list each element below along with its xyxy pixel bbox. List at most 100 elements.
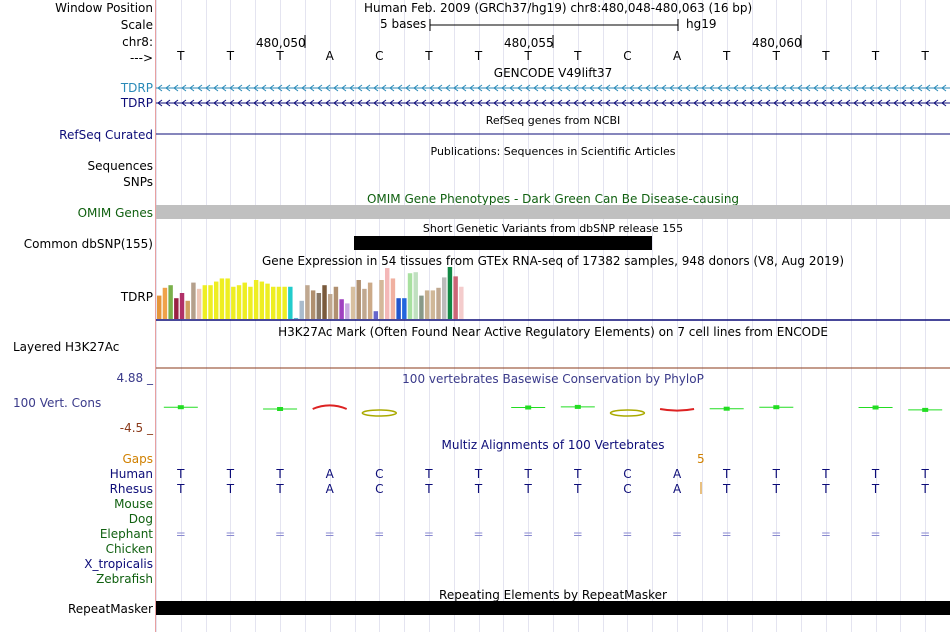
rhesus-base: C xyxy=(375,482,384,496)
gtex-tissue-bar xyxy=(402,298,407,319)
h3k27ac-label[interactable]: Layered H3K27Ac xyxy=(13,340,120,354)
scale-label[interactable]: Scale xyxy=(120,18,153,32)
elephant-base: = xyxy=(523,527,534,541)
dbsnp-title: Short Genetic Variants from dbSNP releas… xyxy=(422,222,684,235)
species-label[interactable]: Rhesus xyxy=(109,482,153,496)
strand-arrow xyxy=(285,99,291,107)
refseq-label[interactable]: RefSeq Curated xyxy=(59,128,153,142)
phylop-score-mark xyxy=(922,407,929,412)
elephant-base: = xyxy=(771,527,782,541)
gtex-label[interactable]: TDRP xyxy=(120,290,153,304)
gaps-label[interactable]: Gaps xyxy=(122,452,153,466)
window-position-label[interactable]: Window Position xyxy=(55,1,153,15)
strand-arrow xyxy=(397,99,403,107)
species-label[interactable]: X_tropicalis xyxy=(84,557,153,571)
strand-arrow xyxy=(437,99,443,107)
rhesus-base: C xyxy=(623,482,632,496)
strand-arrow xyxy=(909,99,915,107)
human-base: T xyxy=(822,467,830,481)
strand-arrow xyxy=(701,99,707,107)
strand-arrow xyxy=(725,84,731,92)
gtex-tissue-bar xyxy=(305,285,310,319)
strand-arrow xyxy=(181,84,187,92)
strand-arrow xyxy=(869,84,875,92)
gtex-tissue-bar xyxy=(379,280,384,319)
strand-arrow xyxy=(493,99,499,107)
publications-snps-label[interactable]: SNPs xyxy=(123,175,153,189)
gtex-tissue-bar xyxy=(390,278,396,319)
human-base: T xyxy=(474,467,483,481)
species-label[interactable]: Zebrafish xyxy=(96,572,153,586)
gtex-tissue-bar xyxy=(424,290,430,319)
grid-line xyxy=(850,0,852,632)
strand-arrow xyxy=(549,84,555,92)
phylop-min-label: -4.5 _ xyxy=(119,421,153,435)
phylop-score-mark xyxy=(361,409,398,417)
species-label[interactable]: Human xyxy=(109,467,153,481)
elephant-base: = xyxy=(920,527,931,541)
strand-arrow xyxy=(693,84,699,92)
gtex-tissue-bar xyxy=(293,317,299,319)
scale-db: hg19 xyxy=(686,17,717,31)
omim-bar xyxy=(156,205,950,219)
strand-arrow xyxy=(661,99,667,107)
gtex-tissue-bar xyxy=(276,286,282,319)
dbsnp-label[interactable]: Common dbSNP(155) xyxy=(23,237,153,251)
gtex-tissue-bar xyxy=(362,288,367,319)
strand-arrow xyxy=(613,84,619,92)
phylop-label[interactable]: 100 Vert. Cons xyxy=(13,396,102,410)
gencode-gene-label[interactable]: TDRP xyxy=(120,81,153,95)
strand-arrow xyxy=(413,84,419,92)
strand-label[interactable]: ---> xyxy=(129,51,153,65)
strand-arrow xyxy=(837,84,843,92)
species-label[interactable]: Chicken xyxy=(105,542,153,556)
label-separator[interactable] xyxy=(155,0,156,632)
strand-arrow xyxy=(821,99,827,107)
strand-arrow xyxy=(429,99,435,107)
strand-arrow xyxy=(677,99,683,107)
repeatmasker-title: Repeating Elements by RepeatMasker xyxy=(439,588,667,602)
strand-arrow xyxy=(525,99,531,107)
rhesus-base: T xyxy=(425,482,433,496)
strand-arrow xyxy=(861,99,867,107)
strand-arrow xyxy=(877,99,883,107)
gtex-tissue-bar xyxy=(453,276,458,319)
strand-arrow xyxy=(789,99,795,107)
gtex-tissue-bar xyxy=(430,290,436,319)
species-label[interactable]: Elephant xyxy=(99,527,153,541)
strand-arrow xyxy=(405,99,411,107)
strand-arrow xyxy=(853,99,859,107)
strand-arrow xyxy=(733,84,739,92)
human-base: T xyxy=(524,467,532,481)
strand-arrow xyxy=(925,99,931,107)
strand-arrow xyxy=(741,84,747,92)
strand-arrow xyxy=(869,99,875,107)
species-label[interactable]: Mouse xyxy=(114,497,153,511)
strand-arrow xyxy=(757,84,763,92)
strand-arrow xyxy=(709,99,715,107)
strand-arrow xyxy=(317,99,323,107)
omim-label[interactable]: OMIM Genes xyxy=(77,206,153,220)
strand-arrow xyxy=(349,84,355,92)
strand-arrow xyxy=(901,99,907,107)
gtex-tissue-bar xyxy=(265,283,270,319)
gtex-tissue-bar xyxy=(208,285,213,319)
publications-sequences-label[interactable]: Sequences xyxy=(87,159,153,173)
gtex-tissue-bar xyxy=(447,267,453,319)
strand-arrow xyxy=(621,99,627,107)
strand-arrow xyxy=(325,84,331,92)
strand-arrow xyxy=(549,99,555,107)
coord-label: 480,060 xyxy=(752,36,802,50)
gtex-tissue-bar xyxy=(373,311,379,319)
strand-arrow xyxy=(613,99,619,107)
gencode-gene-label[interactable]: TDRP xyxy=(120,96,153,110)
strand-arrow xyxy=(685,84,691,92)
repeatmasker-label[interactable]: RepeatMasker xyxy=(67,602,153,616)
strand-arrow xyxy=(517,84,523,92)
strand-arrow xyxy=(605,99,611,107)
strand-arrow xyxy=(741,99,747,107)
species-label[interactable]: Dog xyxy=(128,512,153,526)
chrom-label[interactable]: chr8: xyxy=(122,35,153,49)
